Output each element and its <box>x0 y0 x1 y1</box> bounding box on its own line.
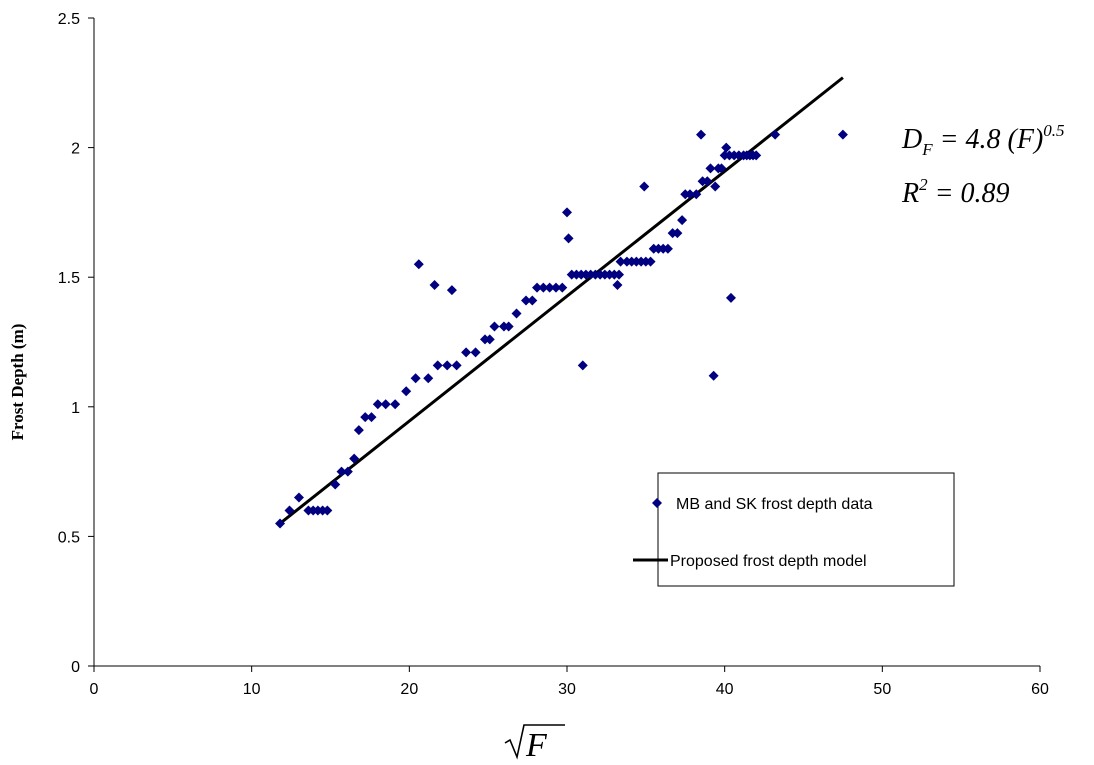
data-point <box>353 425 364 436</box>
x-tick-label: 0 <box>90 681 99 698</box>
data-point <box>577 360 588 371</box>
data-point <box>380 399 391 410</box>
y-tick-label: 0 <box>71 659 80 676</box>
y-axis-label: Frost Depth (m) <box>8 324 27 441</box>
legend-marker-diamond <box>652 498 662 508</box>
data-point <box>563 233 574 244</box>
y-tick-label: 0.5 <box>58 529 80 546</box>
x-tick-label: 10 <box>243 681 261 698</box>
data-point <box>489 321 500 332</box>
legend-label-data: MB and SK frost depth data <box>676 496 873 513</box>
data-point <box>702 176 713 187</box>
data-point <box>366 412 377 423</box>
legend-box <box>657 472 955 587</box>
model-line-group <box>279 76 844 525</box>
equation-rhs: = 4.8 (F) <box>933 124 1044 155</box>
data-point <box>708 370 719 381</box>
x-tick-label: 40 <box>716 681 734 698</box>
data-point <box>470 347 481 358</box>
data-point <box>615 256 626 267</box>
model-line <box>279 76 844 525</box>
data-point <box>550 282 561 293</box>
data-point <box>401 386 412 397</box>
data-point <box>696 129 707 140</box>
x-ticks: 0 10 20 30 40 50 60 <box>90 666 1049 698</box>
data-point <box>725 292 736 303</box>
data-point <box>372 399 383 410</box>
data-point <box>538 282 549 293</box>
data-point <box>691 189 702 200</box>
data-point <box>461 347 472 358</box>
data-point <box>429 279 440 290</box>
y-tick-label: 2 <box>71 141 80 158</box>
data-point <box>484 334 495 345</box>
data-point <box>544 282 555 293</box>
data-point <box>423 373 434 384</box>
r-squared-annotation: R2 = 0.89 <box>901 175 1010 209</box>
data-point <box>532 282 543 293</box>
x-tick-label: 20 <box>400 681 418 698</box>
data-point <box>293 492 304 503</box>
data-point <box>322 505 333 516</box>
data-point <box>360 412 371 423</box>
r2-lhs: R <box>901 178 919 209</box>
data-point <box>442 360 453 371</box>
data-point <box>446 285 457 296</box>
data-point <box>639 181 650 192</box>
y-tick-label: 2.5 <box>58 11 80 28</box>
r2-superscript: 2 <box>919 175 928 194</box>
data-point <box>662 243 673 254</box>
data-point <box>612 279 623 290</box>
data-point <box>330 479 341 490</box>
r2-rhs: = 0.89 <box>928 178 1010 209</box>
data-point <box>413 259 424 270</box>
data-point <box>645 256 656 267</box>
legend-label-model: Proposed frost depth model <box>670 553 867 570</box>
data-point <box>705 163 716 174</box>
data-point <box>721 142 732 153</box>
data-point <box>751 150 762 161</box>
equation-annotation: DF = 4.8 (F)0.5 <box>901 121 1065 159</box>
y-ticks: 0 0.5 1 1.5 2 2.5 <box>58 11 94 676</box>
equation-superscript: 0.5 <box>1043 121 1064 140</box>
data-point <box>275 518 286 529</box>
data-point <box>410 373 421 384</box>
data-point <box>672 228 683 239</box>
data-point <box>336 466 347 477</box>
data-point <box>451 360 462 371</box>
equation-lhs: D <box>901 124 922 155</box>
equation-subscript: F <box>921 140 933 159</box>
x-tick-label: 30 <box>558 681 576 698</box>
data-point <box>527 295 538 306</box>
data-point <box>562 207 572 218</box>
x-tick-label: 60 <box>1031 681 1049 698</box>
data-point <box>770 129 781 140</box>
data-point <box>677 215 688 226</box>
data-point <box>503 321 514 332</box>
data-points <box>275 129 848 529</box>
x-axis-label-text: F <box>525 727 548 764</box>
data-point <box>342 466 353 477</box>
x-axis-label: F <box>504 724 565 764</box>
y-tick-label: 1 <box>71 400 80 417</box>
data-point <box>716 163 727 174</box>
legend: MB and SK frost depth data Proposed fros… <box>633 472 955 587</box>
data-point <box>684 189 695 200</box>
x-tick-label: 50 <box>873 681 891 698</box>
y-tick-label: 1.5 <box>58 270 80 287</box>
data-point <box>390 399 401 410</box>
data-point <box>432 360 443 371</box>
data-point <box>557 282 568 293</box>
data-point <box>614 269 625 280</box>
data-point <box>710 181 721 192</box>
sqrt-sign <box>504 724 565 760</box>
data-point <box>284 505 295 516</box>
data-point <box>837 129 848 140</box>
data-point <box>349 453 360 464</box>
data-point <box>511 308 522 319</box>
data-point <box>521 295 532 306</box>
